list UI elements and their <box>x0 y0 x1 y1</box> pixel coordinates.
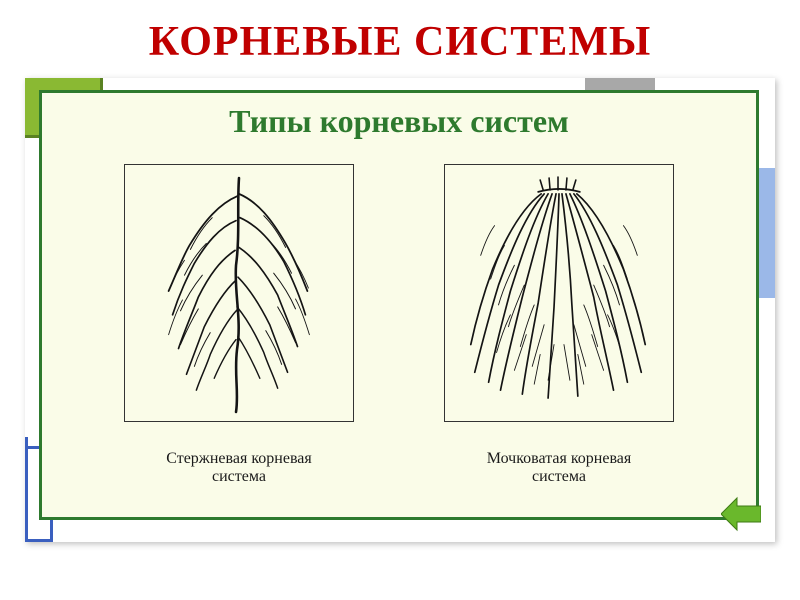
caption-row: Стержневая корневаясистема Мочковатая ко… <box>42 450 756 486</box>
fibrous-caption: Мочковатая корневаясистема <box>444 450 674 486</box>
slide-title: Типы корневых систем <box>42 93 756 140</box>
decoration-white-box <box>53 520 333 542</box>
slide-body: Типы корневых систем <box>39 90 759 520</box>
taproot-caption: Стержневая корневаясистема <box>124 450 354 486</box>
diagram-row <box>42 164 756 422</box>
fibrous-drawing <box>445 165 673 422</box>
page-title: КОРНЕВЫЕ СИСТЕМЫ <box>0 0 800 66</box>
fibrous-panel <box>444 164 674 422</box>
arrow-left-icon <box>721 496 761 532</box>
taproot-panel <box>124 164 354 422</box>
taproot-drawing <box>125 165 353 422</box>
back-arrow-button[interactable] <box>721 496 761 532</box>
slide-frame: Типы корневых систем <box>25 78 775 542</box>
